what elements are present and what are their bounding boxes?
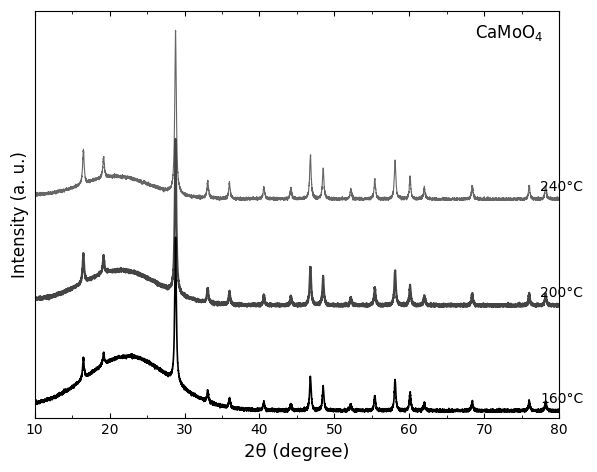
Text: 200°C: 200°C [540, 286, 583, 300]
Text: 240°C: 240°C [540, 180, 583, 194]
X-axis label: 2θ (degree): 2θ (degree) [244, 443, 350, 461]
Y-axis label: Intensity (a. u.): Intensity (a. u.) [11, 152, 29, 278]
Text: 160°C: 160°C [540, 392, 584, 405]
Text: CaMoO$_4$: CaMoO$_4$ [475, 23, 543, 43]
